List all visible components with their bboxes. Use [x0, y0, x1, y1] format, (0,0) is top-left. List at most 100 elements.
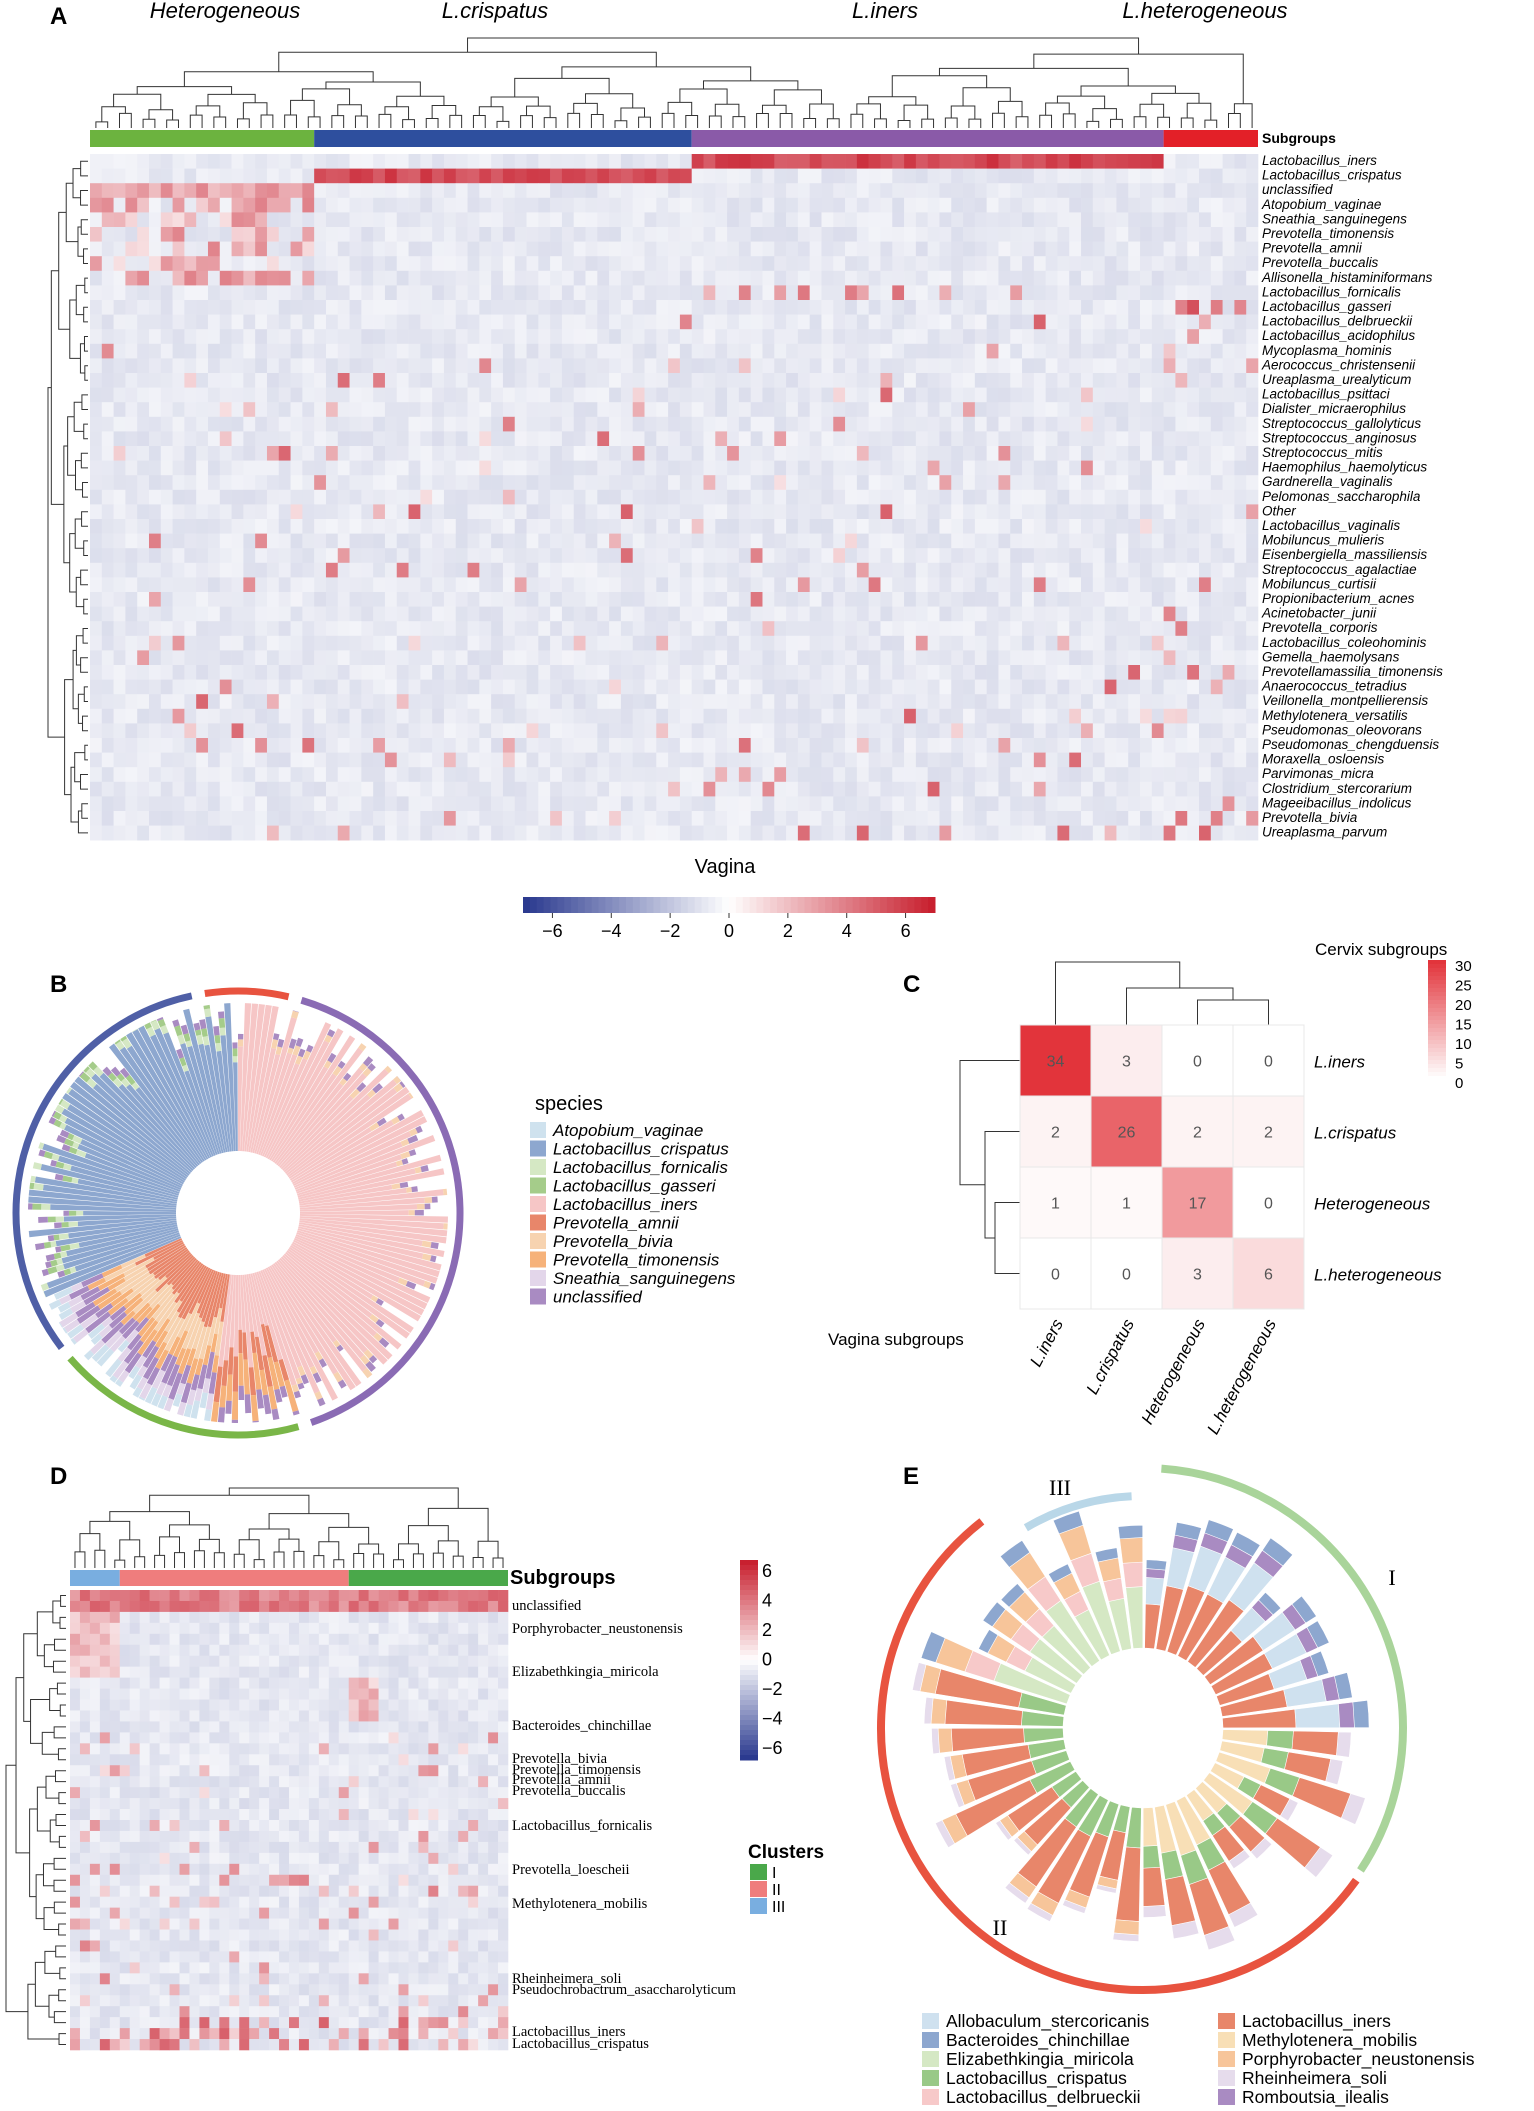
heatmap-cell	[1033, 314, 1046, 330]
heatmap-cell	[514, 781, 527, 797]
heatmap-cell	[597, 460, 610, 476]
heatmap-cell	[1033, 723, 1046, 739]
heatmap-cell	[1128, 796, 1141, 812]
heatmap-cell	[774, 212, 787, 228]
heatmap-cell	[597, 635, 610, 651]
heatmap-cell	[597, 519, 610, 534]
heatmap-cell	[904, 183, 917, 199]
heatmap-cell	[420, 606, 433, 622]
heatmap-cell	[361, 358, 374, 374]
heatmap-cell	[585, 197, 598, 213]
heatmap-cell	[892, 621, 905, 637]
heatmap-cell	[644, 343, 657, 359]
heatmap-cell	[337, 548, 350, 564]
heatmap-cell	[679, 665, 692, 680]
heatmap-cell	[1222, 183, 1235, 199]
heatmap-cell	[786, 665, 799, 680]
column-dendrogram-branch	[702, 80, 799, 90]
heatmap-cell	[974, 300, 987, 315]
heatmap-cell	[1104, 227, 1117, 242]
heatmap-cell	[1104, 300, 1117, 315]
heatmap-cell	[585, 592, 598, 607]
heatmap-cell	[1210, 577, 1223, 593]
heatmap-cell	[892, 168, 905, 184]
heatmap-cell	[691, 373, 704, 388]
heatmap-cell	[1022, 241, 1035, 257]
heatmap-cell	[597, 621, 610, 637]
heatmap-cell	[561, 738, 575, 753]
heatmap-cell	[573, 241, 586, 257]
heatmap-cell	[1033, 679, 1046, 695]
heatmap-cell	[526, 168, 539, 184]
heatmap-cell	[266, 825, 280, 841]
heatmap-cell	[1116, 197, 1129, 213]
heatmap-cell	[951, 723, 964, 739]
heatmap-cell	[526, 446, 539, 461]
heatmap-cell	[420, 416, 433, 432]
heatmap-cell	[1033, 650, 1046, 666]
heatmap-cell	[266, 548, 280, 564]
heatmap-cell	[727, 533, 740, 549]
heatmap-cell	[856, 708, 869, 724]
heatmap-cell	[951, 694, 964, 710]
heatmap-cell	[1022, 416, 1035, 432]
heatmap-cell	[420, 489, 433, 505]
heatmap-cell	[1116, 227, 1129, 242]
heatmap-cell	[1199, 358, 1212, 374]
heatmap-cell	[585, 533, 598, 549]
heatmap-cell	[986, 577, 999, 593]
heatmap-cell	[845, 519, 858, 534]
heatmap-cell	[632, 475, 645, 491]
heatmap-cell	[137, 402, 150, 418]
heatmap-cell	[762, 358, 775, 374]
heatmap-cell	[845, 154, 858, 169]
heatmap-cell	[443, 489, 457, 505]
heatmap-cell	[656, 665, 669, 680]
heatmap-cell	[231, 752, 244, 768]
colorbar-swatch	[680, 897, 689, 913]
stacked-bar-segment	[277, 1038, 285, 1048]
heatmap-cell	[420, 183, 433, 199]
heatmap-cell	[231, 431, 244, 447]
heatmap-cell	[1069, 343, 1082, 359]
subgroup-bar-3	[1163, 130, 1258, 147]
heatmap-cell	[797, 197, 810, 213]
heatmap-cell	[632, 723, 645, 739]
heatmap-cell	[585, 562, 598, 578]
heatmap-cell	[1092, 314, 1105, 330]
heatmap-cell	[1128, 548, 1141, 564]
heatmap-cell	[160, 811, 173, 826]
heatmap-cell	[184, 752, 197, 768]
colorbar-swatch	[543, 897, 551, 913]
heatmap-cell	[998, 679, 1011, 695]
heatmap-cell	[1175, 343, 1188, 359]
row-dendrogram-branch	[77, 693, 85, 724]
heatmap-cell	[809, 431, 822, 447]
heatmap-cell	[243, 416, 256, 432]
heatmap-cell	[597, 256, 610, 272]
heatmap-cell	[1151, 562, 1164, 578]
colorbar-swatch	[921, 897, 929, 913]
heatmap-cell	[632, 343, 645, 359]
heatmap-cell	[668, 635, 681, 651]
heatmap-cell	[502, 548, 516, 564]
heatmap-cell	[691, 460, 704, 476]
heatmap-cell	[502, 285, 516, 301]
heatmap-cell	[703, 329, 716, 345]
heatmap-cell	[1116, 621, 1129, 637]
heatmap-cell	[963, 621, 976, 637]
heatmap-cell	[231, 694, 244, 710]
heatmap-cell	[1246, 811, 1259, 826]
heatmap-cell	[349, 767, 362, 783]
heatmap-cell	[1187, 548, 1200, 564]
heatmap-cell	[1210, 197, 1223, 213]
heatmap-cell	[856, 592, 869, 607]
heatmap-cell	[90, 329, 103, 345]
heatmap-cell	[939, 168, 952, 184]
heatmap-cell	[644, 811, 657, 826]
heatmap-cell	[479, 300, 492, 315]
stacked-bar-segment	[292, 1045, 301, 1056]
heatmap-cell	[432, 460, 445, 476]
heatmap-cell	[231, 665, 244, 680]
heatmap-cell	[1199, 241, 1212, 257]
